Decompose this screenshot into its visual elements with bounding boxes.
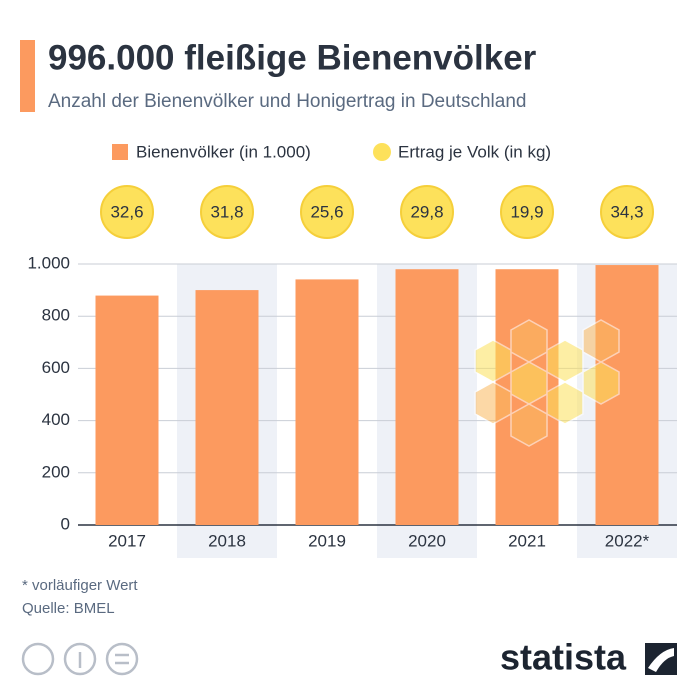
yield-label: 31,8 (210, 202, 243, 221)
bar (395, 269, 459, 525)
y-tick-label: 800 (42, 306, 70, 325)
footnote: * vorläufiger Wert (22, 577, 138, 594)
yield-label: 25,6 (310, 202, 343, 221)
x-tick-label: 2018 (208, 531, 246, 550)
license-icons (21, 642, 139, 676)
x-tick-label: 2022* (605, 531, 650, 550)
y-tick-label: 400 (42, 410, 70, 429)
honeycomb-decoration (474, 319, 620, 447)
yield-label: 32,6 (110, 202, 143, 221)
axis: 0 200 400 600 800 1.000 2017 2018 2019 2020 2021 20… (27, 253, 649, 550)
brand-logo: statista (500, 637, 627, 678)
legend-swatch (112, 144, 128, 160)
y-tick-label: 600 (42, 358, 70, 377)
yield-badge (200, 185, 254, 239)
yield-badge (100, 185, 154, 239)
yield-badge (500, 185, 554, 239)
x-tick-label: 2019 (308, 531, 346, 550)
yield-label: 34,3 (610, 202, 643, 221)
y-tick-label: 200 (42, 462, 70, 481)
title-accent (20, 40, 35, 112)
x-tick-label: 2017 (108, 531, 146, 550)
legend: Bienenvölker (in 1.000) Ertrag je Volk (i… (112, 142, 551, 161)
bar (95, 295, 159, 525)
bar (295, 279, 359, 525)
x-tick-label: 2020 (408, 531, 446, 550)
yield-badge (600, 185, 654, 239)
bar (195, 290, 259, 525)
yield-badge (300, 185, 354, 239)
brand-mark-wave (648, 648, 674, 672)
yield-badge (400, 185, 454, 239)
y-tick-label: 0 (61, 514, 70, 533)
chart-subtitle: Anzahl der Bienenvölker und Honigertrag … (48, 91, 526, 112)
legend-swatch (373, 143, 391, 161)
chart-title: 996.000 fleißige Bienenvölker (48, 38, 537, 77)
x-tick-label: 2021 (508, 531, 546, 550)
yield-label: 29,8 (410, 202, 443, 221)
source: Quelle: BMEL (22, 600, 115, 617)
legend-label: Bienenvölker (in 1.000) (136, 142, 311, 161)
y-tick-label: 1.000 (27, 253, 70, 272)
legend-label: Ertrag je Volk (in kg) (398, 142, 551, 161)
yield-label: 19,9 (510, 202, 543, 221)
